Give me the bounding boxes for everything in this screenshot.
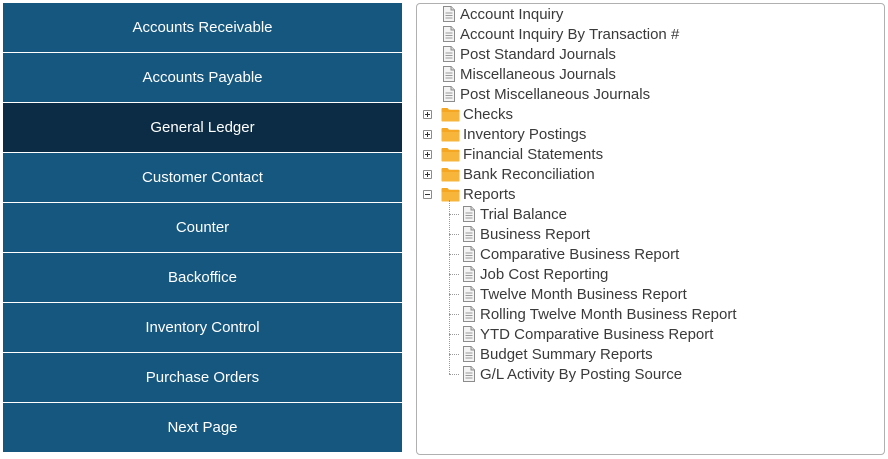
tree-connector xyxy=(449,294,459,295)
module-navigation: Accounts Receivable Accounts Payable Gener… xyxy=(3,3,402,453)
tree-item-label[interactable]: Rolling Twelve Month Business Report xyxy=(480,305,737,323)
document-icon xyxy=(463,286,475,302)
tree-item-post-miscellaneous-journals[interactable]: Post Miscellaneous Journals xyxy=(441,84,650,104)
document-icon xyxy=(443,26,455,42)
tree-item-label[interactable]: Business Report xyxy=(480,225,591,243)
tree-folder-reports[interactable]: Reports xyxy=(423,184,516,204)
tree-item-label[interactable]: G/L Activity By Posting Source xyxy=(480,365,683,383)
tree-item-label[interactable]: Post Miscellaneous Journals xyxy=(460,85,651,103)
tree-connector xyxy=(449,354,459,355)
menu-tree-panel: Account Inquiry Account Inquiry By Transa… xyxy=(416,3,885,455)
nav-button-next-page[interactable]: Next Page xyxy=(3,403,402,452)
expand-toggle[interactable] xyxy=(423,170,432,179)
tree-connector xyxy=(449,374,459,375)
document-icon xyxy=(443,86,455,102)
tree-item-post-standard-journals[interactable]: Post Standard Journals xyxy=(441,44,616,64)
folder-icon xyxy=(441,167,460,181)
document-icon xyxy=(463,366,475,382)
expand-toggle[interactable] xyxy=(423,110,432,119)
nav-button-general-ledger[interactable]: General Ledger xyxy=(3,103,402,152)
tree-connector xyxy=(449,274,459,275)
tree-item-label[interactable]: Checks xyxy=(463,105,514,123)
folder-icon xyxy=(441,107,460,121)
nav-button-accounts-payable[interactable]: Accounts Payable xyxy=(3,53,402,102)
tree-folder-bank-reconciliation[interactable]: Bank Reconciliation xyxy=(423,164,595,184)
nav-button-backoffice[interactable]: Backoffice xyxy=(3,253,402,302)
tree-item-account-inquiry[interactable]: Account Inquiry xyxy=(441,4,563,24)
tree-item-rolling-twelve-month-business-report[interactable]: Rolling Twelve Month Business Report xyxy=(461,304,737,324)
tree-item-trial-balance[interactable]: Trial Balance xyxy=(461,204,567,224)
expand-toggle[interactable] xyxy=(423,130,432,139)
tree-item-label[interactable]: Twelve Month Business Report xyxy=(480,285,687,303)
tree-folder-checks[interactable]: Checks xyxy=(423,104,514,124)
tree-item-label[interactable]: Miscellaneous Journals xyxy=(460,65,616,83)
document-icon xyxy=(443,66,455,82)
tree-item-label[interactable]: Job Cost Reporting xyxy=(480,265,609,283)
document-icon xyxy=(463,246,475,262)
tree-item-label[interactable]: Reports xyxy=(463,185,516,203)
tree-connector xyxy=(449,200,450,374)
tree-item-miscellaneous-journals[interactable]: Miscellaneous Journals xyxy=(441,64,616,84)
collapse-toggle[interactable] xyxy=(423,190,432,199)
tree-item-budget-summary-reports[interactable]: Budget Summary Reports xyxy=(461,344,653,364)
menu-tree: Account Inquiry Account Inquiry By Transa… xyxy=(417,4,884,454)
document-icon xyxy=(443,46,455,62)
tree-item-label[interactable]: Post Standard Journals xyxy=(460,45,616,63)
document-icon xyxy=(443,6,455,22)
document-icon xyxy=(463,306,475,322)
expand-toggle[interactable] xyxy=(423,150,432,159)
tree-item-label[interactable]: Bank Reconciliation xyxy=(463,165,595,183)
document-icon xyxy=(463,346,475,362)
folder-icon xyxy=(441,147,460,161)
tree-connector xyxy=(449,254,459,255)
tree-item-label[interactable]: Account Inquiry xyxy=(460,5,564,23)
tree-item-account-inquiry-by-transaction[interactable]: Account Inquiry By Transaction # xyxy=(441,24,679,44)
tree-item-g-l-activity-by-posting-source[interactable]: G/L Activity By Posting Source xyxy=(461,364,682,384)
tree-item-label[interactable]: Comparative Business Report xyxy=(480,245,680,263)
document-icon xyxy=(463,206,475,222)
document-icon xyxy=(463,266,475,282)
document-icon xyxy=(463,226,475,242)
tree-item-twelve-month-business-report[interactable]: Twelve Month Business Report xyxy=(461,284,687,304)
nav-button-purchase-orders[interactable]: Purchase Orders xyxy=(3,353,402,402)
nav-button-customer-contact[interactable]: Customer Contact xyxy=(3,153,402,202)
tree-folder-inventory-postings[interactable]: Inventory Postings xyxy=(423,124,587,144)
tree-item-label[interactable]: Financial Statements xyxy=(463,145,604,163)
tree-item-label[interactable]: YTD Comparative Business Report xyxy=(480,325,714,343)
nav-button-accounts-receivable[interactable]: Accounts Receivable xyxy=(3,3,402,52)
tree-connector xyxy=(449,334,459,335)
tree-item-label[interactable]: Trial Balance xyxy=(480,205,567,223)
tree-item-label[interactable]: Budget Summary Reports xyxy=(480,345,653,363)
nav-button-inventory-control[interactable]: Inventory Control xyxy=(3,303,402,352)
folder-icon xyxy=(441,187,460,201)
tree-item-label[interactable]: Inventory Postings xyxy=(463,125,587,143)
tree-item-ytd-comparative-business-report[interactable]: YTD Comparative Business Report xyxy=(461,324,713,344)
tree-connector xyxy=(449,314,459,315)
tree-item-job-cost-reporting[interactable]: Job Cost Reporting xyxy=(461,264,608,284)
tree-item-comparative-business-report[interactable]: Comparative Business Report xyxy=(461,244,679,264)
folder-icon xyxy=(441,127,460,141)
tree-connector xyxy=(449,214,459,215)
nav-button-counter[interactable]: Counter xyxy=(3,203,402,252)
document-icon xyxy=(463,326,475,342)
tree-folder-financial-statements[interactable]: Financial Statements xyxy=(423,144,604,164)
tree-connector xyxy=(449,234,459,235)
tree-item-business-report[interactable]: Business Report xyxy=(461,224,590,244)
tree-item-label[interactable]: Account Inquiry By Transaction # xyxy=(460,25,680,43)
